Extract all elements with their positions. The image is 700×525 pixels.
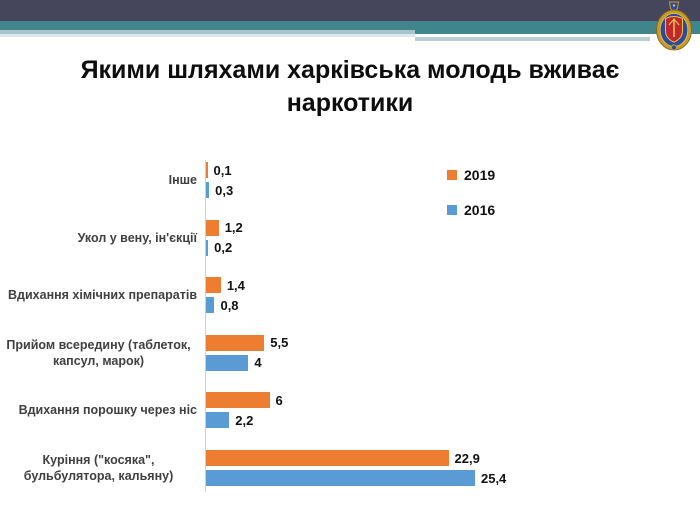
value-label: 0,8 xyxy=(220,297,239,313)
bar-row-2019: 1,2 xyxy=(206,219,243,236)
value-label: 0,3 xyxy=(215,182,234,198)
header-bar-teal-extension xyxy=(415,30,700,34)
bar-2019 xyxy=(206,277,221,294)
university-emblem-icon xyxy=(656,1,692,51)
legend-item-2019: 2019 xyxy=(447,167,495,183)
value-label: 1,2 xyxy=(224,220,243,236)
category-label: Прийом всередину (таблеток, капсул, маро… xyxy=(6,337,191,368)
value-label: 6 xyxy=(275,392,283,408)
bar-2019 xyxy=(206,162,208,178)
header-band-light xyxy=(0,30,415,34)
header-band-pale xyxy=(0,34,415,37)
value-label: 0,1 xyxy=(213,162,232,178)
category-label: Укол у вену, ін'єкції xyxy=(77,230,197,245)
category-axis-line xyxy=(205,160,206,492)
bar-2016 xyxy=(206,470,475,486)
bar-2019 xyxy=(206,450,449,466)
header-bar-navy xyxy=(0,0,700,21)
category-label: Вдихання хімічних препаратів xyxy=(8,288,197,303)
value-label: 5,5 xyxy=(270,335,289,351)
value-label: 2,2 xyxy=(235,412,254,428)
legend-item-2016: 2016 xyxy=(447,202,495,218)
chart-legend: 2019 2016 xyxy=(447,167,495,218)
value-label: 25,4 xyxy=(480,470,507,486)
value-label: 4 xyxy=(254,355,262,371)
bar-row-2019: 22,9 xyxy=(206,450,480,466)
bar-2016 xyxy=(206,182,210,198)
value-label: 0,2 xyxy=(214,240,233,256)
legend-label-2019: 2019 xyxy=(464,167,496,183)
bar-row-2016: 0,2 xyxy=(206,239,233,256)
value-label: 1,4 xyxy=(226,277,245,293)
category-label: Куріння ("косяка", бульбулятора, кальяну… xyxy=(23,452,174,483)
header-band-gray xyxy=(415,37,650,41)
legend-swatch-2019 xyxy=(447,170,457,180)
bar-row-2016: 4 xyxy=(206,354,262,371)
bar-2019 xyxy=(206,392,270,409)
bar-2016 xyxy=(206,297,215,314)
bar-row-2019: 6 xyxy=(206,392,283,409)
bar-row-2019: 5,5 xyxy=(206,334,289,351)
bar-row-2019: 0,1 xyxy=(206,162,232,178)
bar-2019 xyxy=(206,334,265,351)
bar-2019 xyxy=(206,219,219,236)
category-label: Інше xyxy=(168,172,197,187)
bar-2016 xyxy=(206,239,209,256)
bar-row-2016: 0,8 xyxy=(206,297,239,314)
value-label: 22,9 xyxy=(454,450,480,466)
legend-label-2016: 2016 xyxy=(464,202,496,218)
bar-row-2019: 1,4 xyxy=(206,277,245,294)
bar-row-2016: 2,2 xyxy=(206,412,254,429)
bar-2016 xyxy=(206,412,230,429)
header-bar-teal xyxy=(0,21,700,30)
bar-2016 xyxy=(206,354,249,371)
legend-swatch-2016 xyxy=(447,205,457,215)
category-label: Вдихання порошку через ніс xyxy=(18,403,197,418)
bar-row-2016: 0,3 xyxy=(206,182,233,198)
slide-title: Якими шляхами харківська молодь вживає н… xyxy=(80,56,620,117)
bar-row-2016: 25,4 xyxy=(206,470,506,486)
